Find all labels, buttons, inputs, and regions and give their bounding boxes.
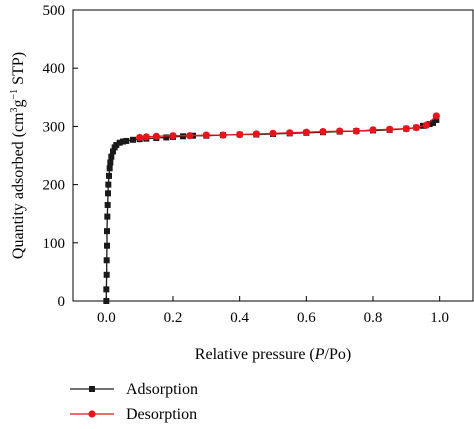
x-axis-label-prefix: Relative pressure (	[195, 346, 315, 363]
y-axis-label-prefix: Quantity adsorbed (cm	[10, 112, 27, 259]
y-tick-label: 400	[43, 61, 66, 77]
adsorption-point	[104, 228, 110, 235]
desorption-point	[432, 112, 440, 120]
desorption-series	[136, 112, 440, 142]
adsorption-point	[105, 181, 112, 188]
x-axis-label: Relative pressure (P/Po)	[195, 346, 351, 363]
x-tick-label: 0.0	[97, 310, 116, 326]
adsorption-point	[116, 139, 123, 146]
adsorption-point	[104, 201, 111, 208]
y-tick-label: 0	[58, 294, 66, 310]
adsorption-point	[108, 153, 115, 160]
desorption-point	[352, 127, 360, 135]
plot-frame	[72, 9, 474, 302]
y-axis-label-mid: g	[10, 99, 27, 107]
y-axis-ticks: 0 100 200 300 400 500	[43, 3, 78, 310]
adsorption-point	[163, 134, 170, 141]
adsorption-point	[433, 116, 440, 123]
desorption-point	[169, 132, 177, 140]
desorption-point	[186, 132, 194, 140]
adsorption-point	[107, 159, 114, 166]
desorption-point	[302, 128, 310, 136]
adsorption-point	[123, 137, 130, 144]
adsorption-point	[104, 242, 110, 249]
legend-label-desorption: Desorption	[126, 406, 197, 423]
legend-marker-adsorption	[89, 386, 95, 392]
desorption-point	[252, 130, 260, 138]
x-axis-label-suffix: /Po)	[325, 346, 352, 363]
y-axis-label-suffix: STP)	[10, 52, 27, 89]
adsorption-point	[103, 271, 110, 278]
x-tick-label: 0.4	[230, 310, 249, 326]
adsorption-point	[104, 213, 111, 220]
desorption-point	[402, 125, 410, 133]
y-tick-label: 500	[43, 3, 66, 19]
desorption-point	[269, 129, 277, 137]
adsorption-line	[105, 119, 437, 301]
desorption-point	[219, 131, 227, 139]
adsorption-point	[103, 286, 110, 293]
adsorption-point	[103, 298, 110, 304]
y-tick-label: 100	[43, 236, 66, 252]
adsorption-point	[103, 257, 110, 264]
x-tick-label: 0.2	[164, 310, 183, 326]
legend-marker-desorption	[88, 410, 96, 418]
adsorption-point	[130, 136, 136, 143]
desorption-point	[369, 126, 377, 134]
adsorption-point	[105, 190, 111, 197]
desorption-point	[286, 129, 294, 137]
x-tick-label: 1.0	[430, 310, 449, 326]
series-layer	[103, 112, 440, 304]
y-axis-label-sup2: −1	[9, 89, 20, 100]
legend-label-adsorption: Adsorption	[126, 381, 198, 398]
desorption-point	[136, 133, 144, 142]
desorption-point	[386, 125, 394, 133]
desorption-point	[152, 132, 160, 140]
x-axis-ticks: 0.0 0.2 0.4 0.6 0.8 1.0	[97, 296, 449, 326]
x-tick-label: 0.8	[364, 310, 383, 326]
y-axis-label: Quantity adsorbed (cm3g−1 STP)	[9, 52, 27, 259]
desorption-point	[412, 123, 420, 132]
desorption-point	[336, 127, 344, 135]
adsorption-point	[110, 148, 116, 155]
x-axis-label-italic: P	[314, 346, 325, 363]
desorption-point	[202, 131, 210, 139]
desorption-point	[236, 130, 244, 139]
adsorption-point	[430, 119, 436, 126]
y-axis-label-sup1: 3	[9, 107, 20, 112]
x-tick-label: 0.6	[297, 310, 316, 326]
adsorption-point	[120, 138, 126, 145]
adsorption-point	[113, 142, 120, 149]
desorption-point	[319, 128, 327, 136]
y-tick-label: 200	[43, 178, 66, 194]
desorption-point	[422, 121, 430, 129]
adsorption-series	[103, 116, 440, 304]
adsorption-point	[106, 172, 112, 179]
adsorption-point	[106, 165, 113, 172]
legend: Adsorption Desorption	[70, 381, 198, 423]
desorption-point	[142, 133, 150, 141]
y-tick-label: 300	[43, 119, 66, 135]
